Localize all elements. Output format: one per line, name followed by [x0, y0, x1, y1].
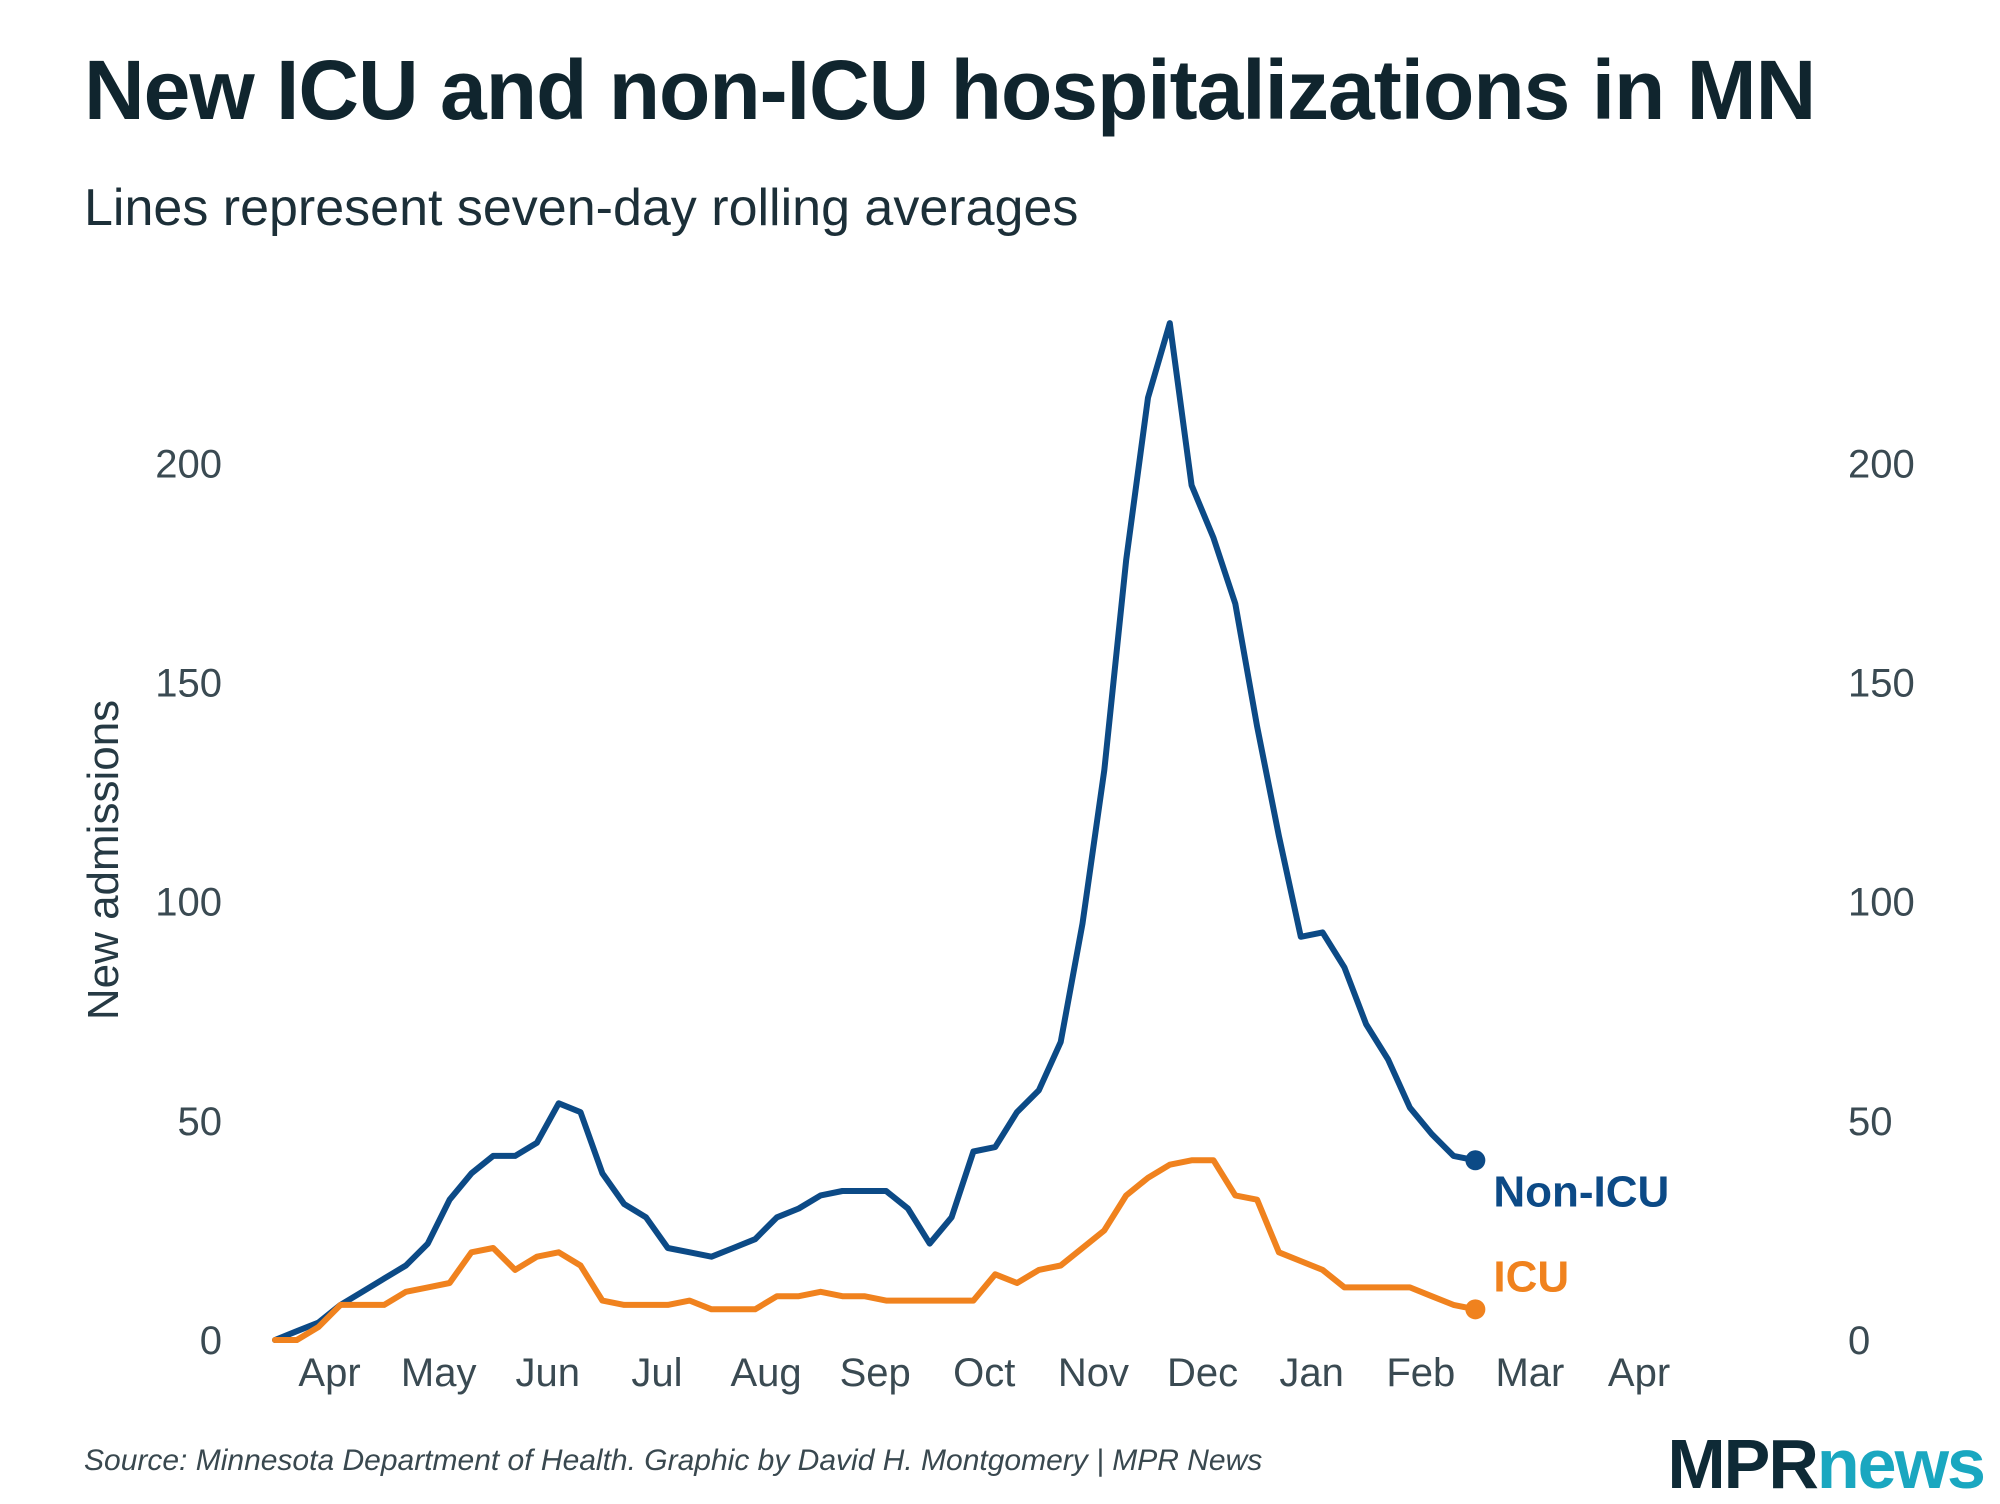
y-tick-label-right: 100: [1848, 881, 1915, 925]
x-tick-label: Jul: [631, 1351, 682, 1395]
chart-subtitle: Lines represent seven-day rolling averag…: [84, 179, 1079, 237]
x-tick-label: Jan: [1279, 1351, 1344, 1395]
icu-end-point: [1465, 1299, 1486, 1320]
x-tick-label: May: [401, 1351, 477, 1395]
logo-news: news: [1816, 1425, 1986, 1503]
x-tick-label: Dec: [1167, 1351, 1238, 1395]
x-tick-label: Nov: [1058, 1351, 1129, 1395]
icu-label: ICU: [1493, 1252, 1569, 1301]
right-y-axis: 0 50 100 150 200: [1848, 442, 1915, 1363]
x-tick-label: Mar: [1495, 1351, 1564, 1395]
y-tick-label-left: 150: [155, 662, 222, 706]
left-y-axis: 0 50 100 150 200: [155, 442, 222, 1363]
x-tick-label: Aug: [730, 1351, 801, 1395]
icu-line: [272, 1157, 1479, 1343]
x-tick-label: Apr: [1608, 1351, 1670, 1395]
y-tick-label-left: 100: [155, 881, 222, 925]
chart-title: New ICU and non-ICU hospitalizations in …: [84, 43, 1816, 137]
x-tick-label: Oct: [953, 1351, 1015, 1395]
y-tick-label-right: 150: [1848, 662, 1915, 706]
x-tick-label: Sep: [840, 1351, 911, 1395]
y-tick-label-right: 0: [1848, 1319, 1870, 1363]
y-tick-label-right: 200: [1848, 442, 1915, 486]
non-icu-end-point: [1465, 1150, 1486, 1171]
source-note: Source: Minnesota Department of Health. …: [84, 1444, 1263, 1477]
x-axis: Apr May Jun Jul Aug Sep Oct Nov Dec Jan Feb Mar Apr: [298, 1351, 1670, 1395]
x-tick-label: Jun: [516, 1351, 581, 1395]
line-chart: 0 50 100 150 200 0 50 100 150 200 Apr May Jun Jul Au…: [79, 320, 1915, 1395]
y-tick-label-left: 50: [178, 1100, 223, 1144]
y-tick-label-right: 50: [1848, 1100, 1893, 1144]
mpr-news-logo: MPRnews: [1667, 1424, 1986, 1504]
x-tick-label: Apr: [298, 1351, 360, 1395]
y-tick-label-left: 0: [200, 1319, 222, 1363]
non-icu-line: [272, 320, 1479, 1343]
logo-mpr: MPR: [1667, 1425, 1819, 1503]
non-icu-label: Non-ICU: [1493, 1167, 1669, 1216]
series-layer: Non-ICU ICU: [272, 320, 1669, 1343]
y-axis-label: New admissions: [79, 700, 128, 1020]
y-tick-label-left: 200: [155, 442, 222, 486]
x-tick-label: Feb: [1386, 1351, 1455, 1395]
